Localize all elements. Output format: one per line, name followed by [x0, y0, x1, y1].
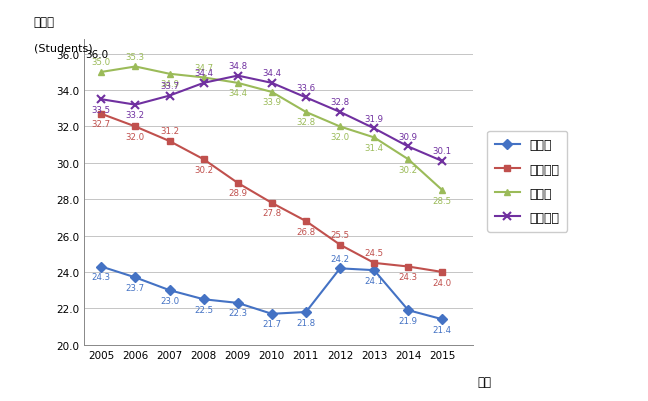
중학교	[200, 76, 207, 81]
Text: 21.4: 21.4	[433, 325, 452, 334]
Text: 36.0: 36.0	[85, 50, 108, 60]
중학교	[234, 81, 242, 86]
초등학교	[166, 139, 174, 144]
고등학교	[166, 94, 174, 99]
Text: 33.5: 33.5	[92, 105, 111, 114]
Text: 28.5: 28.5	[433, 196, 452, 205]
Text: 학생수: 학생수	[34, 16, 54, 29]
Text: 31.4: 31.4	[365, 144, 384, 152]
중학교	[302, 110, 310, 115]
중학교	[404, 158, 412, 162]
Text: 24.5: 24.5	[365, 249, 384, 258]
고등학교	[97, 97, 105, 102]
Text: 34.4: 34.4	[262, 69, 281, 78]
초등학교	[200, 158, 207, 162]
유치원	[268, 312, 275, 316]
Text: 34.4: 34.4	[194, 69, 213, 78]
유치원	[132, 275, 139, 280]
고등학교	[132, 103, 139, 108]
Legend: 유치원, 초등학교, 중학교, 고등학교: 유치원, 초등학교, 중학교, 고등학교	[487, 132, 567, 232]
Text: 30.9: 30.9	[399, 133, 418, 142]
고등학교	[336, 110, 344, 115]
고등학교	[439, 159, 446, 164]
Text: 33.2: 33.2	[126, 111, 145, 120]
초등학교	[336, 243, 344, 247]
고등학교	[302, 96, 310, 101]
Text: 21.8: 21.8	[296, 318, 316, 327]
Text: 34.8: 34.8	[228, 62, 248, 71]
유치원	[302, 310, 310, 315]
중학교	[268, 90, 275, 95]
Text: 33.9: 33.9	[262, 98, 281, 107]
Line: 초등학교: 초등학교	[98, 111, 446, 276]
고등학교	[200, 81, 207, 86]
Line: 고등학교: 고등학교	[97, 72, 446, 166]
Text: 34.7: 34.7	[194, 64, 213, 73]
Text: 27.8: 27.8	[262, 209, 281, 218]
Text: 24.1: 24.1	[365, 276, 384, 285]
고등학교	[370, 127, 378, 132]
초등학교	[97, 112, 105, 117]
Text: 26.8: 26.8	[296, 227, 316, 236]
Text: 32.7: 32.7	[92, 120, 111, 129]
Text: 연도: 연도	[477, 375, 491, 388]
초등학교	[234, 181, 242, 186]
초등학교	[439, 270, 446, 275]
Text: 30.1: 30.1	[433, 147, 452, 156]
중학교	[97, 70, 105, 75]
Text: 28.9: 28.9	[228, 189, 248, 198]
Text: 25.5: 25.5	[330, 231, 349, 239]
Text: 30.2: 30.2	[399, 165, 418, 174]
Text: 31.2: 31.2	[160, 127, 179, 136]
중학교	[132, 65, 139, 70]
Text: 33.7: 33.7	[160, 82, 179, 91]
고등학교	[234, 74, 242, 79]
Text: 24.3: 24.3	[92, 272, 111, 282]
중학교	[336, 125, 344, 130]
초등학교	[132, 125, 139, 130]
Text: 24.3: 24.3	[399, 272, 418, 282]
Text: 22.5: 22.5	[194, 305, 213, 314]
Text: 33.6: 33.6	[296, 84, 316, 93]
Text: 35.0: 35.0	[92, 58, 111, 67]
Text: 32.8: 32.8	[330, 98, 349, 107]
Line: 유치원: 유치원	[98, 263, 446, 323]
초등학교	[302, 219, 310, 224]
유치원	[336, 266, 344, 271]
초등학교	[268, 201, 275, 206]
유치원	[234, 301, 242, 306]
Text: 22.3: 22.3	[228, 309, 248, 318]
유치원	[97, 264, 105, 269]
Text: 34.9: 34.9	[160, 80, 179, 89]
Text: 23.0: 23.0	[160, 296, 179, 305]
Text: 32.0: 32.0	[330, 133, 349, 142]
Text: 21.7: 21.7	[262, 320, 281, 328]
유치원	[200, 297, 207, 302]
Text: 24.0: 24.0	[433, 278, 452, 287]
중학교	[439, 188, 446, 193]
초등학교	[370, 261, 378, 265]
Text: 30.2: 30.2	[194, 165, 213, 174]
Text: (Students): (Students)	[34, 43, 92, 53]
유치원	[439, 317, 446, 322]
초등학교	[404, 264, 412, 269]
Text: 21.9: 21.9	[399, 316, 418, 325]
Text: 24.2: 24.2	[330, 254, 349, 263]
Text: 34.4: 34.4	[228, 89, 248, 98]
중학교	[370, 136, 378, 140]
Text: 23.7: 23.7	[126, 283, 145, 292]
중학교	[166, 72, 174, 77]
유치원	[166, 288, 174, 293]
유치원	[404, 308, 412, 313]
고등학교	[268, 81, 275, 86]
고등학교	[404, 145, 412, 150]
Text: 35.3: 35.3	[126, 53, 145, 62]
Text: 32.0: 32.0	[126, 133, 145, 142]
Line: 중학교: 중학교	[98, 64, 446, 194]
Text: 31.9: 31.9	[365, 114, 384, 124]
유치원	[370, 268, 378, 273]
Text: 32.8: 32.8	[296, 118, 316, 127]
